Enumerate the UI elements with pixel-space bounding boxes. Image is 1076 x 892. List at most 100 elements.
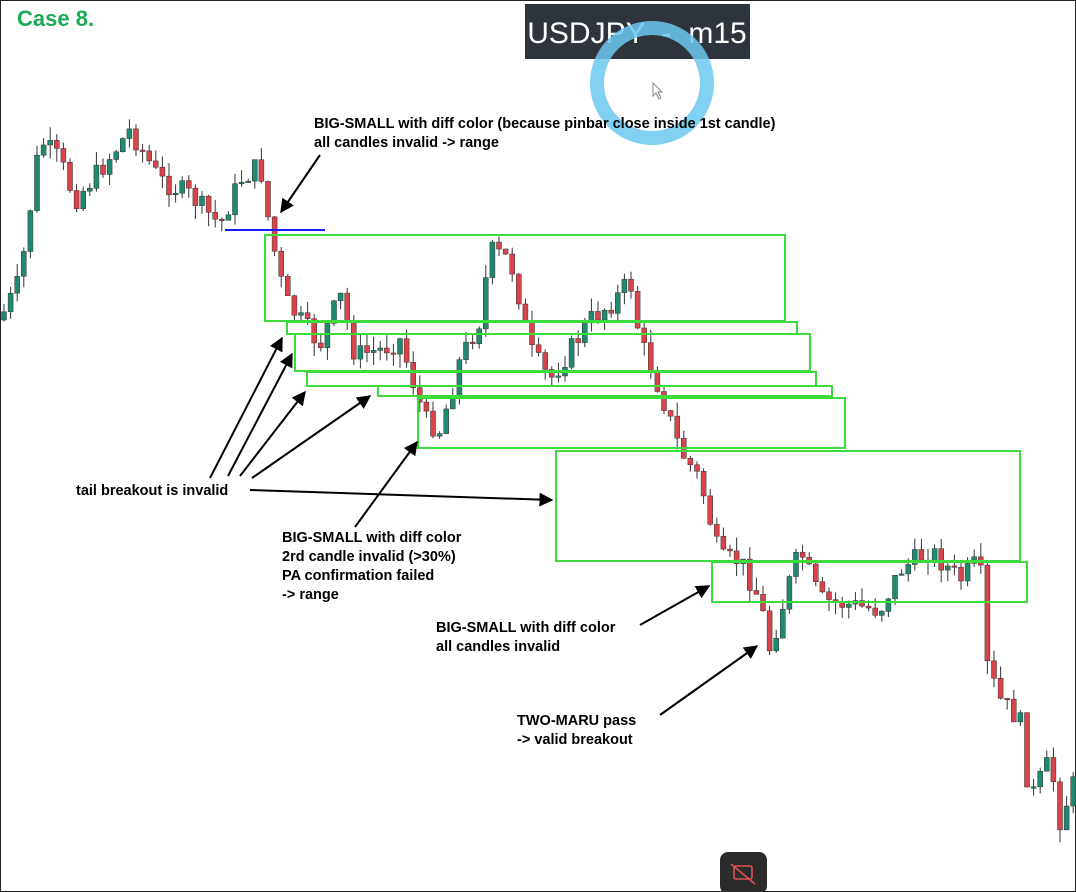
arrow	[280, 154, 321, 214]
candle-body	[364, 345, 370, 353]
candle-body	[7, 292, 14, 313]
candle-body	[133, 128, 139, 151]
annotation-line: PA confirmation failed	[282, 568, 434, 584]
candle-body	[780, 608, 786, 639]
annotation-line: BIG-SMALL with diff color (because pinba…	[314, 116, 776, 132]
arrow	[227, 352, 293, 477]
candle-body	[463, 341, 469, 360]
candle-body	[641, 327, 647, 343]
candle-body	[397, 338, 403, 355]
candle-body	[661, 391, 667, 411]
candle-body	[126, 128, 133, 139]
candle-body	[67, 161, 73, 191]
candle-body	[146, 150, 152, 162]
candle-body	[958, 566, 964, 582]
range-box	[711, 561, 1028, 603]
arrow	[659, 645, 759, 716]
candle-body	[153, 160, 159, 168]
annotation-line: -> valid breakout	[517, 732, 633, 748]
candle-body	[423, 401, 430, 412]
candle-body	[1070, 776, 1076, 807]
candle-body	[370, 350, 377, 353]
candle-body	[120, 138, 126, 153]
candle-body	[285, 276, 291, 296]
candle-body	[1011, 698, 1017, 723]
candle-body	[502, 248, 509, 255]
annotation-line: BIG-SMALL with diff color	[436, 620, 616, 636]
candle-body	[93, 164, 100, 189]
candle-body	[219, 218, 225, 221]
annotation-line: BIG-SMALL with diff color	[282, 530, 462, 546]
candle-body	[813, 563, 819, 582]
candle-body	[192, 187, 199, 206]
candle-body	[456, 359, 463, 396]
candle-body	[846, 603, 852, 608]
candle-body	[648, 342, 654, 373]
annotation-line: TWO-MARU pass	[517, 713, 636, 729]
candle-body	[951, 565, 958, 568]
candle-body	[753, 590, 760, 595]
candle-body	[905, 564, 911, 575]
candle-body	[727, 548, 733, 552]
candle-body	[819, 581, 826, 593]
candle-body	[311, 318, 317, 344]
candle-body	[1044, 757, 1050, 772]
candle-body	[628, 278, 634, 292]
candle-body	[21, 251, 27, 277]
candle-body	[410, 362, 416, 389]
candle-body	[509, 253, 515, 275]
candle-body	[337, 292, 344, 302]
candle-body	[417, 387, 423, 403]
candle-body	[265, 181, 271, 218]
candle-body	[1063, 805, 1070, 831]
candle-body	[80, 190, 86, 210]
candle-body	[516, 273, 522, 305]
candle-body	[384, 347, 390, 354]
candle-body	[60, 148, 67, 163]
candle-body	[694, 464, 700, 472]
candle-body	[1057, 781, 1063, 831]
candle-body	[443, 408, 449, 434]
candle-body	[172, 192, 179, 196]
candle-body	[291, 295, 298, 316]
candle-body	[14, 276, 20, 294]
annotation-line: all candles invalid -> range	[314, 135, 499, 151]
candle-body	[608, 309, 614, 314]
candle-body	[205, 195, 212, 213]
candle-body	[879, 611, 885, 616]
candle-body	[938, 548, 944, 571]
candle-body	[1030, 786, 1037, 789]
click-indicator	[590, 21, 714, 145]
candle-body	[568, 338, 575, 368]
candle-body	[773, 637, 779, 652]
candle-body	[351, 322, 357, 360]
arrow	[249, 489, 554, 507]
candle-body	[476, 328, 482, 345]
candle-body	[793, 551, 799, 577]
candle-body	[344, 292, 350, 323]
annotation-line: 2rd candle invalid (>30%)	[282, 549, 456, 565]
candle-body	[318, 342, 324, 349]
candle-body	[377, 347, 383, 351]
candle-body	[54, 140, 60, 149]
candle-body	[582, 322, 588, 343]
candle-body	[1037, 770, 1043, 788]
toolbar-button[interactable]	[720, 852, 767, 892]
candle-body	[179, 180, 185, 194]
candle-body	[575, 338, 581, 343]
annotation: BIG-SMALL with diff color all candles inv…	[436, 620, 616, 655]
candle-body	[595, 311, 601, 321]
candle-body	[186, 180, 192, 189]
candle-body	[278, 250, 284, 277]
candle-body	[687, 457, 694, 466]
candle-body	[87, 187, 93, 192]
candle-body	[654, 372, 661, 392]
annotation: BIG-SMALL with diff color (because pinba…	[314, 116, 776, 151]
candle-body	[733, 550, 740, 565]
annotation-line: tail breakout is invalid	[76, 483, 228, 499]
candle-body	[522, 303, 529, 322]
arrow	[239, 390, 306, 477]
candle-body	[100, 164, 106, 175]
